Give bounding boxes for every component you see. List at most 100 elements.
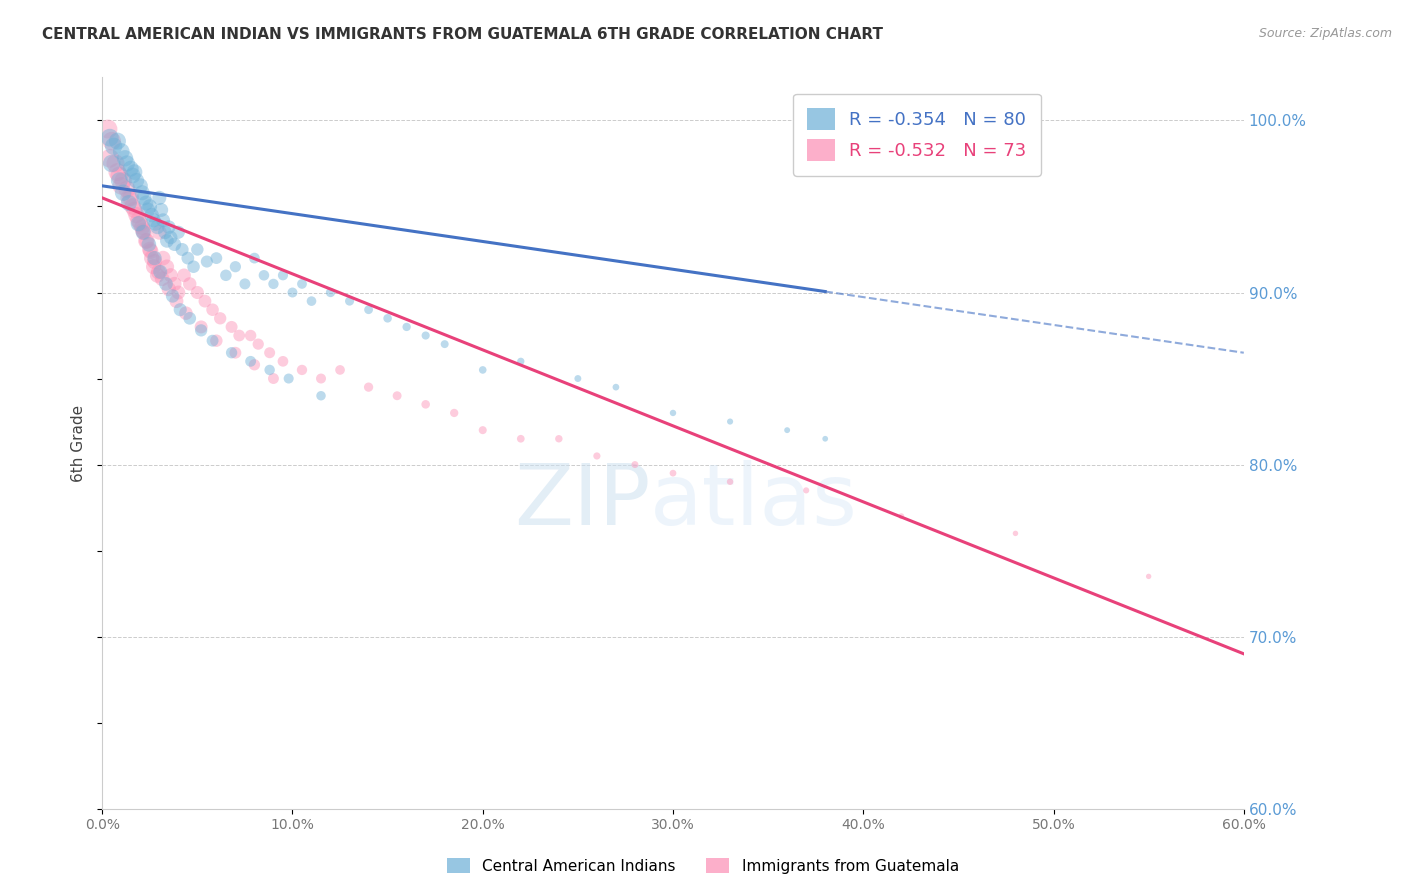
Point (224, 345, 246, 359)
Point (201, 334, 224, 348)
Point (221, 320, 243, 334)
Point (118, 191, 141, 205)
Point (239, 328, 262, 343)
Point (125, 174, 148, 188)
Point (120, 191, 142, 205)
Point (135, 234, 157, 248)
Point (179, 277, 201, 291)
Point (190, 323, 212, 337)
Point (509, 354, 531, 368)
Point (262, 277, 284, 291)
Point (385, 389, 408, 403)
Point (142, 213, 165, 227)
Point (143, 251, 166, 265)
Point (145, 217, 167, 231)
Point (167, 285, 190, 300)
Point (357, 380, 380, 394)
Point (776, 423, 799, 437)
Point (162, 289, 184, 303)
Point (152, 251, 174, 265)
Point (132, 225, 155, 239)
Point (141, 251, 163, 265)
Text: ZIP: ZIP (513, 460, 650, 543)
Point (124, 202, 146, 217)
Point (718, 475, 741, 489)
Point (277, 371, 299, 385)
Y-axis label: 6th Grade: 6th Grade (72, 404, 86, 482)
Point (271, 268, 294, 283)
Point (221, 345, 243, 359)
Point (177, 251, 200, 265)
Point (509, 432, 531, 446)
Point (150, 271, 173, 285)
Point (110, 178, 132, 193)
Point (624, 458, 647, 472)
Point (125, 208, 148, 222)
Point (190, 320, 212, 334)
Point (173, 268, 195, 283)
Point (243, 251, 266, 265)
Point (148, 265, 170, 279)
Point (131, 220, 153, 235)
Point (129, 217, 152, 231)
Text: atlas: atlas (650, 460, 858, 543)
Point (120, 161, 142, 176)
Point (159, 268, 181, 283)
Point (247, 337, 270, 351)
Point (443, 406, 465, 420)
Point (118, 196, 141, 211)
Point (107, 165, 129, 179)
Point (108, 174, 131, 188)
Point (146, 220, 169, 235)
Point (224, 260, 246, 274)
Point (605, 380, 627, 394)
Point (415, 397, 437, 411)
Point (567, 371, 589, 385)
Point (127, 217, 149, 231)
Point (814, 432, 837, 446)
Point (115, 156, 138, 170)
Point (239, 354, 262, 368)
Point (150, 202, 173, 217)
Point (262, 371, 284, 385)
Point (131, 186, 153, 200)
Point (110, 145, 132, 159)
Point (329, 363, 352, 377)
Point (194, 294, 217, 309)
Point (215, 268, 238, 283)
Point (135, 234, 157, 248)
Point (100, 156, 122, 170)
Point (98, 151, 121, 165)
Point (339, 294, 361, 309)
Point (415, 328, 437, 343)
Point (98, 130, 121, 145)
Point (97, 122, 120, 136)
Point (152, 213, 174, 227)
Point (115, 182, 138, 196)
Point (156, 234, 179, 248)
Point (129, 178, 152, 193)
Point (167, 225, 190, 239)
Point (156, 260, 179, 274)
Point (471, 363, 494, 377)
Point (174, 306, 197, 320)
Point (107, 134, 129, 148)
Point (319, 285, 342, 300)
Point (186, 243, 208, 257)
Point (377, 311, 399, 326)
Point (271, 354, 294, 368)
Point (205, 334, 228, 348)
Point (433, 337, 456, 351)
Point (309, 371, 332, 385)
Point (228, 328, 250, 343)
Point (157, 220, 180, 235)
Point (104, 156, 127, 170)
Point (1137, 569, 1160, 583)
Point (243, 358, 266, 372)
Point (114, 151, 136, 165)
Point (121, 169, 143, 183)
Point (309, 389, 332, 403)
Point (205, 251, 228, 265)
Point (136, 202, 159, 217)
Point (890, 509, 912, 524)
